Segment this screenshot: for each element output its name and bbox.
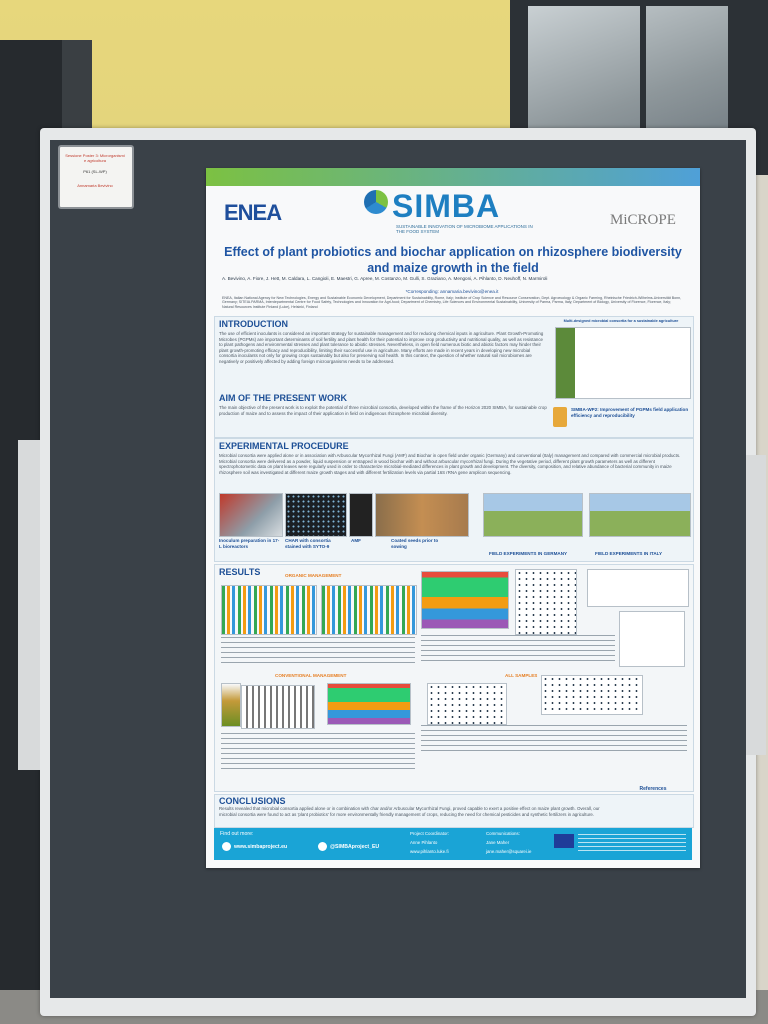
coordinator-label: Project Coordinator: — [410, 831, 450, 836]
find-out-more: Find out more: — [220, 831, 254, 837]
experimental-text: Microbial consortia were applied alone o… — [219, 453, 681, 475]
all-samples-results-text — [421, 725, 687, 753]
conventional-stacked-abundance — [327, 683, 411, 725]
introduction-heading: INTRODUCTION — [219, 319, 288, 329]
website-link[interactable]: www.simbaproject.eu — [234, 844, 288, 850]
poster-label-card: Sessione Poster 3: Microrganismi e agric… — [58, 145, 134, 209]
aim-heading: AIM OF THE PRESENT WORK — [219, 393, 347, 403]
corresponding-author: *Corresponding: annamaria.bevivino@enea.… — [405, 289, 499, 294]
conclusions-heading: CONCLUSIONS — [219, 796, 286, 806]
card-code: P61 (SL-WP) — [83, 169, 107, 174]
introduction-text: The use of efficient inoculants is consi… — [219, 331, 544, 364]
italy-field-photo — [589, 493, 691, 537]
organic-pcoa — [619, 611, 685, 667]
germany-field-photo — [483, 493, 583, 537]
char-microscopy-photo — [285, 493, 347, 537]
organic-bar-chart-1 — [221, 585, 317, 635]
simba-logo: SIMBA — [392, 188, 501, 224]
simba-logo-icon — [364, 190, 388, 214]
bioreactor-photo — [219, 493, 283, 537]
results-heading: RESULTS — [219, 567, 261, 577]
caption-bioreactors: Inoculum preparation in 17-L bioreactors — [219, 538, 280, 549]
comms-site: jane.maher@squarei.ie — [486, 849, 532, 854]
poster-title: Effect of plant probiotics and biochar a… — [224, 245, 682, 275]
affiliations: ENEA, Italian National Agency for New Te… — [222, 296, 682, 309]
caption-amf: AMF — [351, 538, 361, 543]
stand-leg-right — [746, 455, 766, 755]
conventional-boxplot — [241, 685, 315, 729]
aim-text: The main objective of the present work i… — [219, 405, 547, 416]
poster-footer: Find out more: www.simbaproject.eu @SIMB… — [214, 828, 692, 860]
coordinator-site: www.pihlanto.luke.fi — [410, 849, 449, 854]
organic-heatmap — [515, 569, 577, 635]
consortia-figure-caption: Multi-designed microbial consortia for a… — [563, 319, 679, 323]
experimental-heading: EXPERIMENTAL PROCEDURE — [219, 441, 349, 451]
eu-flag-icon — [554, 834, 574, 848]
microppe-logo: MiCROPE — [610, 212, 676, 228]
poster-top-bar — [206, 168, 700, 186]
coordinator-name: Anne Pihlanto — [410, 840, 438, 845]
wp2-note: SIMBA-WP2: Improvement of PGPMs field ap… — [571, 407, 689, 418]
caption-seeds: Coated seeds prior to sowing — [391, 538, 439, 549]
introduction-section: INTRODUCTION The use of efficient inocul… — [214, 316, 694, 438]
references-heading: References — [639, 786, 667, 792]
sequencing-results-text — [421, 635, 615, 663]
conclusions-text: Results revealed that microbial consorti… — [219, 806, 600, 817]
all-samples-pcoa — [427, 683, 507, 725]
poster-authors: A. Bevivino, A. Fiore, J. Hett, M. Calda… — [222, 276, 548, 281]
organic-table — [587, 569, 689, 607]
twitter-handle[interactable]: @SIMBAproject_EU — [330, 844, 380, 850]
scientific-poster: ENEA SIMBA SUSTAINABLE INNOVATION OF MIC… — [206, 168, 700, 868]
enea-logo: ENEA — [224, 200, 282, 225]
caption-char: CHAR with consortia stained with SYTO-9 — [285, 538, 331, 549]
caption-germany: FIELD EXPERIMENTS IN GERMANY — [489, 551, 568, 556]
results-section: RESULTS ORGANIC MANAGEMENT CONVENTIONAL … — [214, 564, 694, 792]
conventional-results-text — [221, 733, 415, 773]
all-samples-label: ALL SAMPLES — [505, 673, 538, 678]
conventional-label: CONVENTIONAL MANAGEMENT — [275, 673, 347, 678]
eu-funding-text — [578, 834, 686, 854]
organic-results-text — [221, 637, 415, 663]
all-samples-ordination — [541, 675, 643, 715]
conclusions-section: CONCLUSIONS Results revealed that microb… — [214, 786, 694, 828]
consortia-figure — [555, 327, 691, 399]
globe-icon — [222, 842, 231, 851]
caption-italy: FIELD EXPERIMENTS IN ITALY — [595, 551, 663, 556]
window-mullion — [640, 6, 646, 154]
simba-subtitle: SUSTAINABLE INNOVATION OF MICROBIOME APP… — [396, 224, 533, 234]
amf-photo — [349, 493, 373, 537]
card-session: Sessione Poster 3: Microrganismi e agric… — [65, 153, 125, 163]
maize-plant-drawing — [221, 683, 241, 727]
organic-label: ORGANIC MANAGEMENT — [285, 573, 342, 578]
experimental-section: EXPERIMENTAL PROCEDURE Microbial consort… — [214, 438, 694, 562]
organic-bar-chart-2 — [321, 585, 417, 635]
stand-leg-left — [18, 440, 40, 770]
card-presenter: Annamaria Bevivino — [77, 183, 113, 188]
organic-stacked-abundance — [421, 571, 509, 629]
comms-label: Communications: — [486, 831, 520, 836]
twitter-icon — [318, 842, 327, 851]
coated-seeds-photo — [375, 493, 469, 537]
wp2-icon — [553, 407, 567, 427]
comms-name: Jane Maher — [486, 840, 510, 845]
